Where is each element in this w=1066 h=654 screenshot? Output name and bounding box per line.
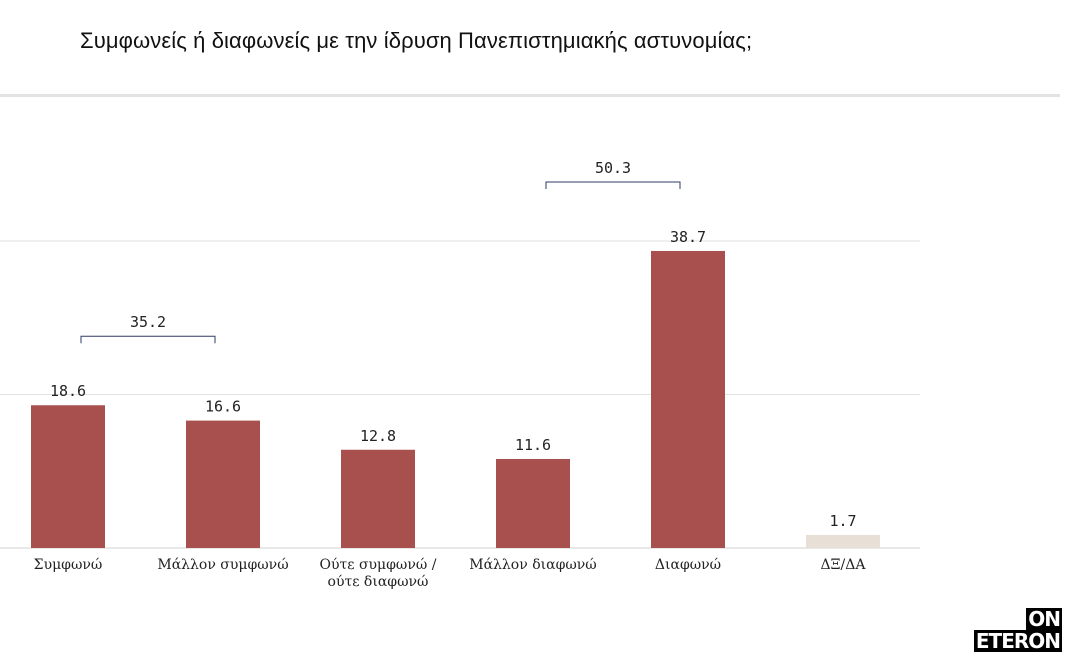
chart-title: Συμφωνείς ή διαφωνείς με την ίδρυση Πανε…	[80, 28, 753, 53]
category-label: Συμφωνώ	[34, 557, 103, 573]
logo-line-eteron: ETERON	[973, 629, 1062, 653]
category-label: Ούτε συμφωνώ /	[320, 557, 437, 573]
category-label: Μάλλον διαφωνώ	[469, 557, 596, 573]
data-label: 38.7	[670, 228, 706, 246]
data-label: 16.6	[205, 398, 241, 416]
bar	[31, 405, 105, 548]
data-label: 18.6	[50, 382, 86, 400]
bracket-total-label: 35.2	[130, 313, 166, 331]
bar	[186, 420, 260, 548]
category-label: Μάλλον συμφωνώ	[157, 557, 288, 573]
category-label: Διαφωνώ	[655, 557, 721, 573]
data-label: 1.7	[829, 512, 856, 530]
bar	[496, 458, 570, 548]
bar	[341, 449, 415, 548]
bar	[806, 534, 880, 548]
eteron-logo: ON ETERON	[964, 608, 1064, 654]
bar	[651, 250, 725, 549]
category-label: ούτε διαφωνώ	[328, 574, 429, 590]
bracket-total-label: 50.3	[595, 159, 631, 177]
logo-line-on: ON	[1026, 607, 1062, 631]
category-label: ΔΞ/ΔΑ	[821, 557, 867, 573]
data-label: 12.8	[360, 427, 396, 445]
bracket	[545, 181, 681, 189]
data-label: 11.6	[515, 436, 551, 454]
title-divider	[0, 94, 1060, 97]
bracket	[80, 335, 216, 344]
